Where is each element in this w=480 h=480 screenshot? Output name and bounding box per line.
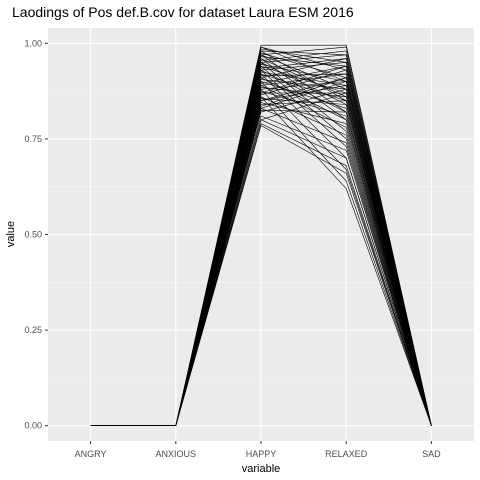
y-tick-label: 0.00 [24, 421, 42, 431]
y-tick-label: 0.25 [24, 325, 42, 335]
x-tick-label: HAPPY [246, 449, 277, 459]
y-axis-ticks: 0.00 0.25 0.50 0.75 1.00 [24, 38, 48, 430]
y-tick-label: 1.00 [24, 38, 42, 48]
x-axis-ticks: ANGRY ANXIOUS HAPPY RELAXED SAD [75, 441, 441, 459]
y-axis-title: value [5, 221, 17, 247]
y-tick-label: 0.50 [24, 230, 42, 240]
x-tick-label: ANXIOUS [156, 449, 197, 459]
y-tick-label: 0.75 [24, 134, 42, 144]
x-tick-label: ANGRY [75, 449, 107, 459]
x-tick-label: SAD [422, 449, 441, 459]
chart-title: Laodings of Pos def.B.cov for dataset La… [12, 4, 354, 20]
x-axis-title: variable [242, 463, 281, 475]
x-tick-label: RELAXED [325, 449, 368, 459]
